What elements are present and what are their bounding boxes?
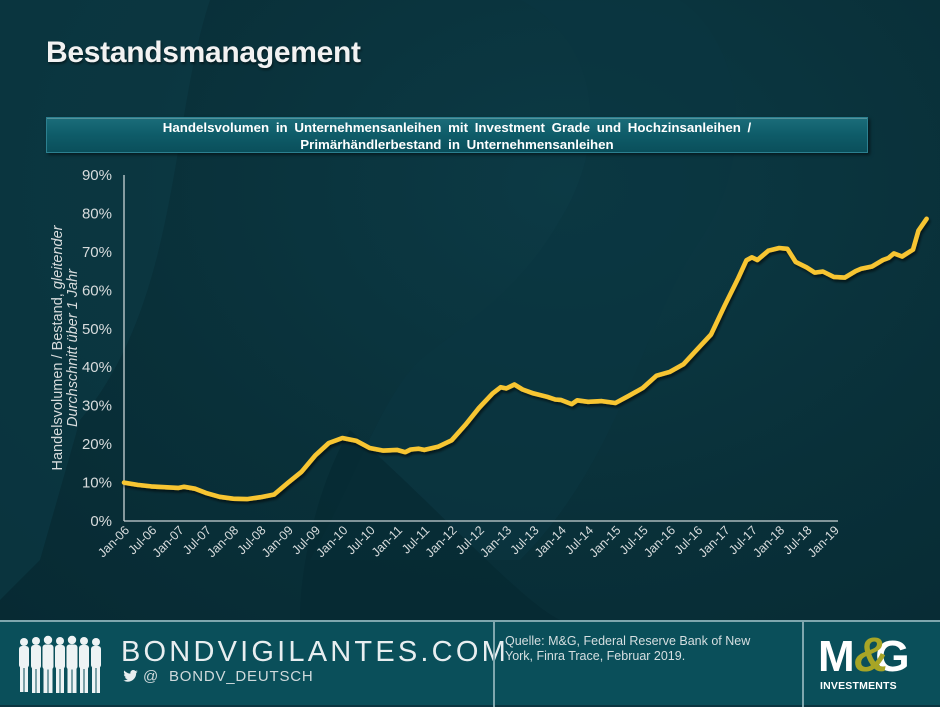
- source-note: Quelle: M&G, Federal Reserve Bank of New…: [505, 634, 795, 664]
- chart-title: Handelsvolumen in Unternehmensanleihen m…: [46, 117, 868, 153]
- x-tick-label: Jan-11: [369, 523, 405, 559]
- y-tick-label: 90%: [82, 167, 112, 184]
- source-line-2: York, Finra Trace, Februar 2019.: [505, 649, 686, 663]
- x-tick-label: Jan-10: [314, 523, 351, 560]
- x-tick-label: Jan-09: [259, 523, 296, 560]
- x-tick-label: Jan-18: [750, 523, 787, 560]
- logo-sub: INVESTMENTS: [820, 680, 897, 692]
- y-tick-label: 60%: [82, 282, 112, 299]
- x-tick-label: Jan-07: [150, 523, 187, 560]
- y-axis-ticks: 0% 10% 20% 30% 40% 50% 60% 70% 80% 90%: [82, 167, 112, 530]
- series-line: [121, 216, 929, 502]
- logo-main: M G: [818, 632, 910, 681]
- chart-title-line-1: Handelsvolumen in Unternehmensanleihen m…: [162, 120, 752, 135]
- x-tick-label: Jan-19: [805, 523, 842, 560]
- mg-investments-logo: M G & INVESTMENTS: [818, 629, 928, 696]
- y-tick-label: 10%: [82, 475, 112, 492]
- y-tick-label: 40%: [82, 359, 112, 376]
- footer: BONDVIGILANTES.COM @ BONDV_DEUTSCH Quell…: [0, 620, 940, 707]
- handle-text: BONDV_DEUTSCH: [168, 668, 314, 685]
- svg-text:Durchschnitt über 1 Jahr: Durchschnitt über 1 Jahr: [65, 268, 81, 427]
- footer-divider: [493, 622, 495, 707]
- x-tick-label: Jan-17: [696, 523, 733, 560]
- x-tick-label: Jan-12: [423, 523, 460, 560]
- y-axis-title-line-1: Handelsvolumen / Bestand,: [50, 289, 66, 470]
- chart-title-line-2: Primärhändlerbestand in Unternehmensanle…: [300, 137, 614, 152]
- x-axis-ticks: Jan-06Jul-06Jan-07Jul-07Jan-08Jul-08Jan-…: [95, 523, 842, 560]
- y-tick-label: 80%: [82, 205, 112, 222]
- x-tick-label: Jan-15: [587, 523, 624, 560]
- y-tick-label: 0%: [90, 513, 112, 530]
- y-tick-label: 70%: [82, 244, 112, 261]
- x-tick-label: Jan-08: [204, 523, 241, 560]
- x-tick-label: Jan-13: [477, 523, 514, 560]
- twitter-bird-icon: [123, 670, 138, 682]
- line-chart: 0% 10% 20% 30% 40% 50% 60% 70% 80% 90% Jan-06Jul-…: [50, 167, 929, 560]
- logo-ampersand: &: [854, 629, 889, 682]
- twitter-handle: @ BONDV_DEUTSCH: [123, 668, 314, 685]
- y-axis-title: Handelsvolumen / Bestand, gleitender Dur…: [50, 224, 81, 470]
- source-line-1: Quelle: M&G, Federal Reserve Bank of New: [505, 634, 751, 648]
- people-silhouette-icon: [19, 635, 101, 693]
- svg-text:Handelsvolumen / Bestand, gle: Handelsvolumen / Bestand, gleitender: [50, 224, 66, 470]
- slide-background: Bestandsmanagement Handelsvolumen in Unt…: [0, 0, 940, 620]
- page-title: Bestandsmanagement: [46, 36, 361, 69]
- y-tick-label: 30%: [82, 398, 112, 415]
- y-tick-label: 20%: [82, 436, 112, 453]
- at-sign: @: [142, 668, 159, 685]
- x-tick-label: Jan-16: [641, 523, 678, 560]
- x-tick-label: Jan-14: [532, 523, 569, 560]
- footer-divider: [802, 622, 804, 707]
- brand-name: BONDVIGILANTES.COM: [121, 636, 509, 668]
- y-axis-title-line-2: Durchschnitt über 1 Jahr: [65, 268, 81, 427]
- y-tick-label: 50%: [82, 321, 112, 338]
